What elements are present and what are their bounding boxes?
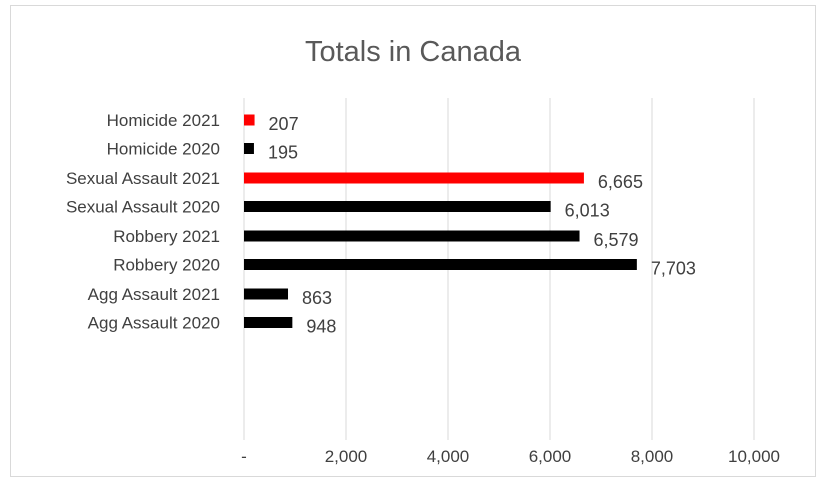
data-label: 6,665 xyxy=(598,172,643,192)
bar xyxy=(244,172,584,184)
category-label: Agg Assault 2021 xyxy=(88,285,220,304)
x-axis-ticks: - 2,000 4,000 6,000 8,000 10,000 xyxy=(241,447,780,466)
category-label: Robbery 2021 xyxy=(113,227,220,246)
bar xyxy=(244,288,289,300)
chart-title: Totals in Canada xyxy=(305,36,522,68)
x-tick-label: 10,000 xyxy=(728,447,780,466)
category-label: Sexual Assault 2020 xyxy=(66,198,220,217)
data-label: 863 xyxy=(302,288,332,308)
bar xyxy=(244,201,551,212)
x-tick-label: 6,000 xyxy=(529,447,572,466)
data-label: 6,579 xyxy=(594,230,639,250)
bar xyxy=(244,259,637,270)
x-tick-label: - xyxy=(241,447,247,466)
x-tick-label: 2,000 xyxy=(325,447,368,466)
data-label: 6,013 xyxy=(565,201,610,221)
data-label: 195 xyxy=(268,143,298,163)
data-label: 948 xyxy=(306,317,336,337)
category-label: Agg Assault 2020 xyxy=(88,314,220,333)
x-tick-label: 8,000 xyxy=(631,447,674,466)
bars: Homicide 2021 207 Homicide 2020 195 Sexual A… xyxy=(66,111,696,337)
bar xyxy=(244,143,254,154)
bar xyxy=(244,114,255,126)
category-label: Homicide 2020 xyxy=(107,140,220,159)
bar xyxy=(244,317,293,328)
category-label: Robbery 2020 xyxy=(113,256,220,275)
category-label: Homicide 2021 xyxy=(107,111,220,130)
data-label: 7,703 xyxy=(651,259,696,279)
category-label: Sexual Assault 2021 xyxy=(66,169,220,188)
gridlines xyxy=(243,98,755,440)
data-label: 207 xyxy=(269,114,299,134)
bar xyxy=(244,230,580,242)
x-tick-label: 4,000 xyxy=(427,447,470,466)
